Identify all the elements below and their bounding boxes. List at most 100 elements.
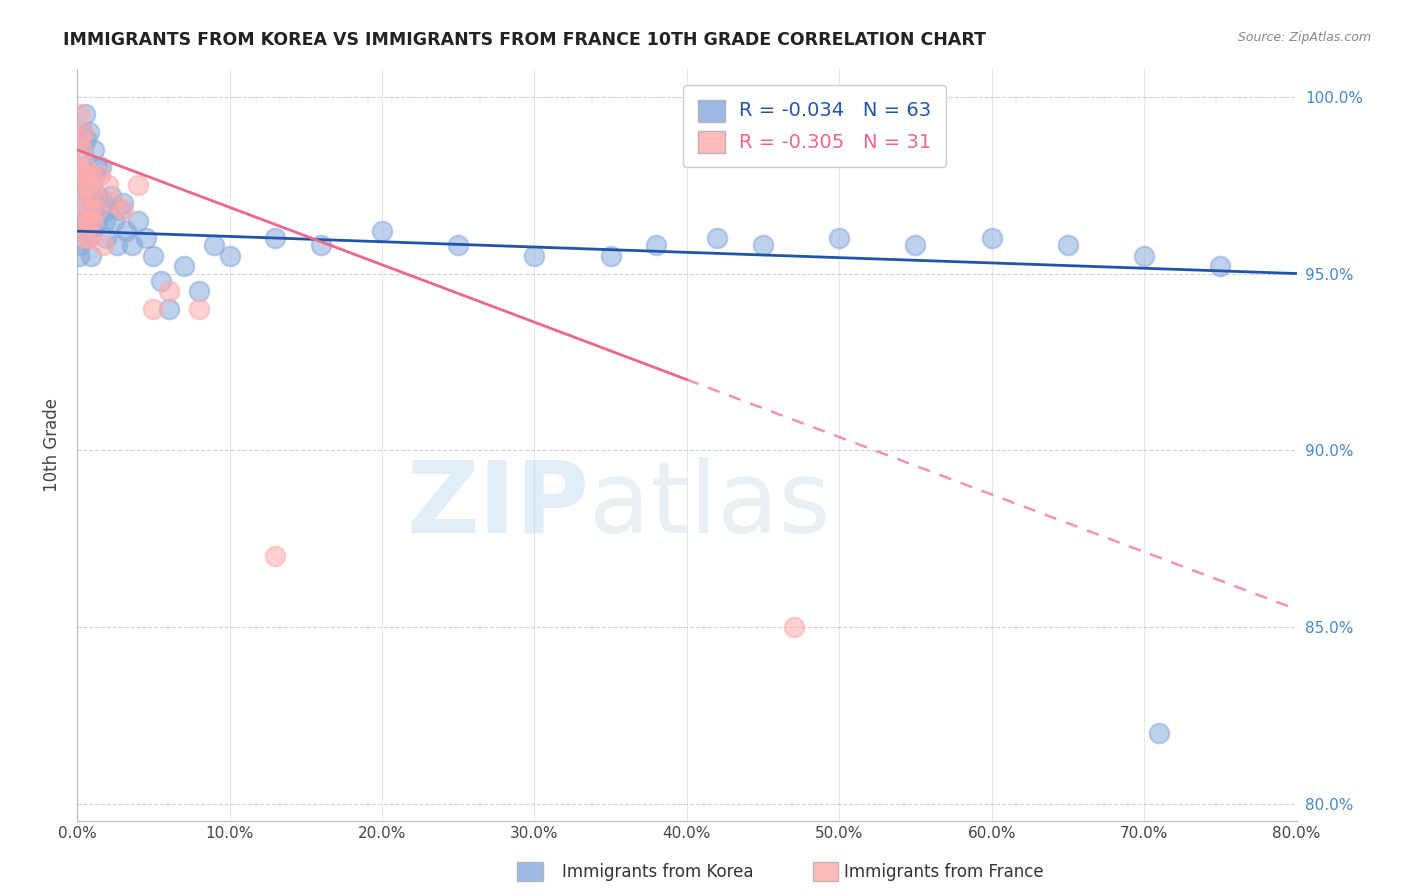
Point (80, 249, 103, 263)
Point (157, 301, 180, 316)
Point (80, 195, 103, 210)
Point (142, 249, 165, 263)
Point (67, 249, 90, 263)
Point (108, 202, 131, 217)
Point (69, 195, 91, 210)
Point (79, 125, 101, 139)
Point (79, 188, 101, 202)
Point (149, 274, 172, 288)
Point (76, 168, 98, 182)
Point (75, 231, 97, 245)
Point (97, 178, 120, 193)
Point (115, 224, 138, 238)
Text: ZIP: ZIP (406, 457, 589, 554)
Point (121, 238, 143, 252)
Point (97, 202, 120, 217)
Point (76, 213, 98, 227)
Point (706, 231, 728, 245)
Point (599, 249, 621, 263)
Point (980, 231, 1002, 245)
Point (111, 202, 134, 217)
Point (73, 107, 96, 121)
Point (70, 143, 93, 157)
Point (83, 143, 105, 157)
Point (1149, 726, 1171, 740)
Point (82, 224, 104, 238)
Point (94, 231, 117, 245)
Point (188, 301, 211, 316)
Point (447, 238, 470, 252)
Point (105, 238, 128, 252)
Point (70, 178, 93, 193)
Point (104, 195, 127, 210)
Point (127, 178, 149, 193)
Y-axis label: 10th Grade: 10th Grade (44, 398, 60, 492)
Point (157, 284, 180, 298)
Point (67, 107, 90, 121)
Point (76, 178, 98, 193)
Point (69, 132, 91, 146)
Text: Source: ZipAtlas.com: Source: ZipAtlas.com (1237, 31, 1371, 45)
Point (89, 202, 111, 217)
Point (86, 161, 108, 175)
Point (111, 195, 134, 210)
Point (89, 168, 111, 182)
Point (72, 143, 94, 157)
Point (82, 168, 104, 182)
Point (67, 213, 90, 227)
Point (188, 284, 211, 298)
Point (752, 238, 775, 252)
Point (371, 224, 394, 238)
Point (75, 132, 97, 146)
Point (80, 202, 103, 217)
Point (73, 161, 96, 175)
Point (904, 238, 927, 252)
Point (84, 188, 107, 202)
Text: atlas: atlas (589, 457, 831, 554)
Point (309, 238, 332, 252)
Point (79, 231, 101, 245)
Point (91, 238, 114, 252)
Point (782, 620, 804, 634)
Point (100, 188, 122, 202)
Point (523, 249, 546, 263)
Point (264, 549, 287, 564)
Point (79, 188, 101, 202)
Point (72, 195, 94, 210)
Point (91, 195, 114, 210)
Point (86, 213, 108, 227)
Point (828, 231, 851, 245)
Point (82, 178, 104, 193)
Point (173, 260, 195, 274)
Point (72, 125, 94, 139)
Point (135, 231, 157, 245)
Text: Immigrants from France: Immigrants from France (844, 863, 1043, 881)
Text: IMMIGRANTS FROM KOREA VS IMMIGRANTS FROM FRANCE 10TH GRADE CORRELATION CHART: IMMIGRANTS FROM KOREA VS IMMIGRANTS FROM… (63, 31, 986, 49)
Point (87, 188, 110, 202)
Point (75, 213, 97, 227)
Point (218, 249, 240, 263)
Point (69, 178, 91, 193)
Point (103, 213, 125, 227)
Point (75, 168, 97, 182)
Point (82, 213, 104, 227)
Point (1209, 260, 1232, 274)
Point (142, 301, 165, 316)
Point (127, 213, 149, 227)
Legend: R = -0.034   N = 63, R = -0.305   N = 31: R = -0.034 N = 63, R = -0.305 N = 31 (683, 85, 946, 167)
Point (67, 161, 90, 175)
Point (70, 161, 93, 175)
Text: Immigrants from Korea: Immigrants from Korea (562, 863, 754, 881)
Point (90, 161, 112, 175)
Point (1057, 238, 1080, 252)
Point (73, 178, 96, 193)
Point (1133, 249, 1156, 263)
Point (264, 231, 287, 245)
Point (202, 238, 225, 252)
Point (86, 202, 108, 217)
Point (84, 168, 107, 182)
Point (73, 213, 96, 227)
Point (645, 238, 668, 252)
Point (76, 231, 98, 245)
Point (70, 125, 93, 139)
